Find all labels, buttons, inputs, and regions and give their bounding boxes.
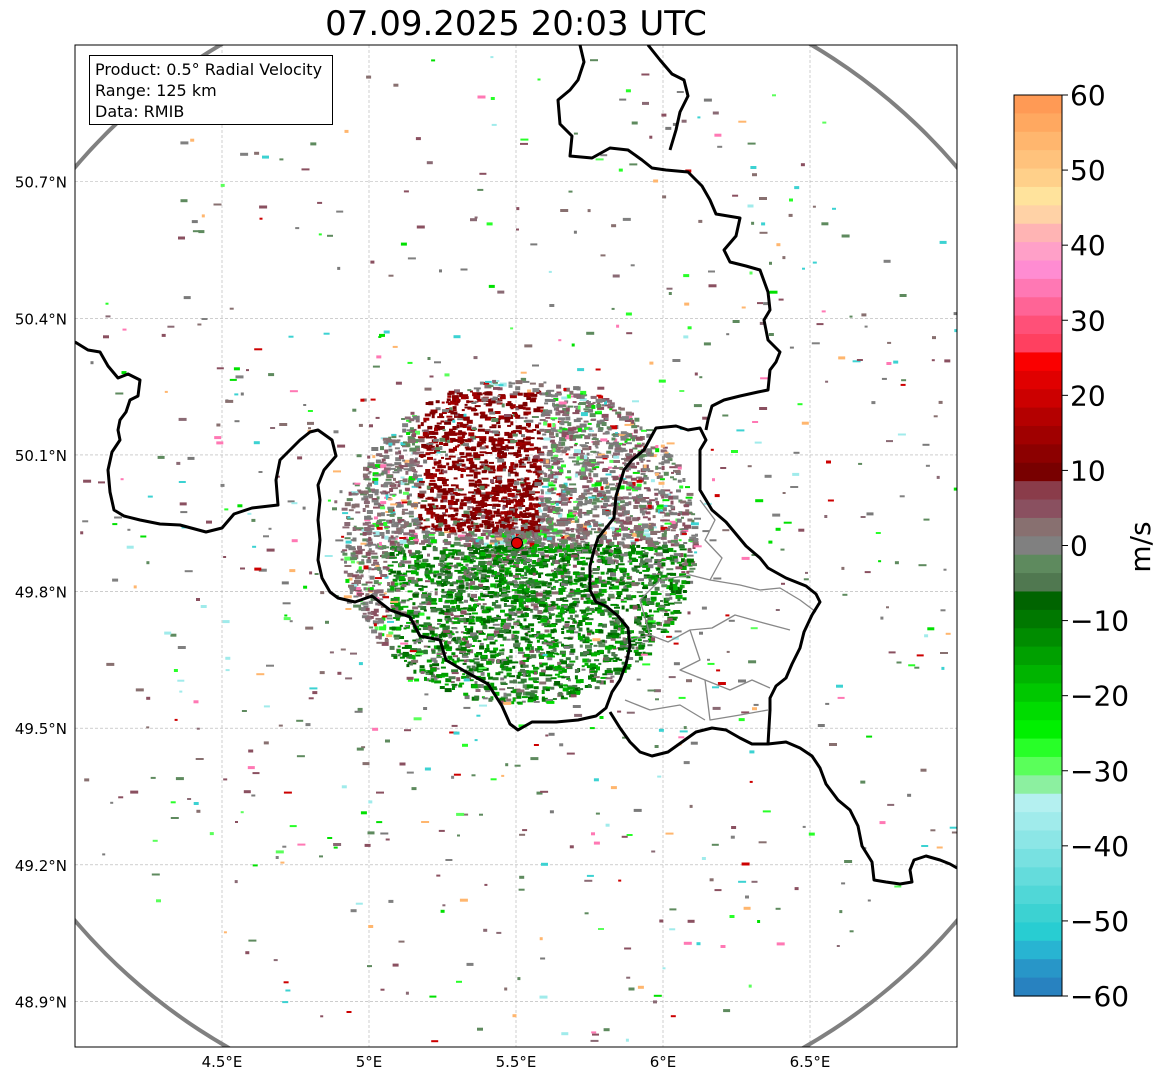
map-title: 07.09.2025 20:03 UTC <box>325 4 707 44</box>
y-tick-label: 49.5°N <box>15 720 67 738</box>
border-north <box>646 45 690 151</box>
x-tick-label: 4.5°E <box>202 1053 243 1071</box>
y-tick-label: 50.4°N <box>15 310 67 328</box>
y-tick-label: 49.2°N <box>15 857 67 875</box>
y-tick-label: 50.1°N <box>15 447 67 465</box>
x-tick-label: 6.5°E <box>790 1053 831 1071</box>
y-tick-label: 50.7°N <box>15 174 67 192</box>
radar-site-marker <box>511 537 523 549</box>
y-axis-ticks: 50.7°N 50.4°N 50.1°N 49.8°N 49.5°N 49.2°N 48.9… <box>15 174 67 1012</box>
canton-boundaries <box>624 499 817 721</box>
product-info-box: Product: 0.5° Radial Velocity Range: 125… <box>89 55 333 125</box>
velocity-echoes <box>80 56 957 1043</box>
border-west <box>75 340 822 745</box>
data-source-label: Data: RMIB <box>95 102 185 121</box>
border-south <box>608 711 957 886</box>
borders <box>75 45 957 886</box>
x-tick-label: 5°E <box>356 1053 383 1071</box>
map-frame <box>74 44 958 1048</box>
border-east <box>556 45 782 431</box>
product-label: Product: 0.5° Radial Velocity <box>95 60 323 79</box>
y-tick-label: 48.9°N <box>15 993 67 1011</box>
y-tick-label: 49.8°N <box>15 584 67 602</box>
x-axis-ticks: 4.5°E 5°E 5.5°E 6°E 6.5°E <box>202 1053 831 1071</box>
x-tick-label: 5.5°E <box>496 1053 537 1071</box>
x-tick-label: 6°E <box>650 1053 677 1071</box>
range-label: Range: 125 km <box>95 81 217 100</box>
